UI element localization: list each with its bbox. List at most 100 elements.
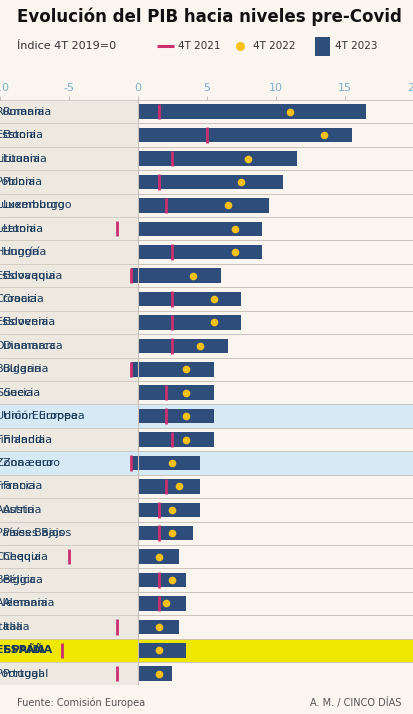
Bar bbox=[138, 104, 365, 119]
Text: Fuente: Comisión Europea: Fuente: Comisión Europea bbox=[17, 698, 144, 708]
Text: Chequia: Chequia bbox=[0, 552, 42, 562]
Bar bbox=[0, 404, 138, 428]
Text: A. M. / CINCO DÍAS: A. M. / CINCO DÍAS bbox=[309, 698, 401, 708]
FancyBboxPatch shape bbox=[314, 37, 330, 56]
Bar bbox=[0, 638, 138, 662]
Bar bbox=[0, 615, 138, 638]
Text: Países Bajos: Países Bajos bbox=[3, 528, 71, 538]
Text: Bélgica: Bélgica bbox=[3, 575, 43, 585]
Text: ESPAÑA: ESPAÑA bbox=[3, 645, 52, 655]
Text: Alemania: Alemania bbox=[3, 598, 55, 608]
Text: Luxemburgo: Luxemburgo bbox=[0, 201, 65, 211]
Bar bbox=[138, 386, 214, 400]
Bar bbox=[0, 287, 138, 311]
Bar bbox=[138, 198, 268, 213]
Text: Zona euro: Zona euro bbox=[0, 458, 53, 468]
Text: Bulgaria: Bulgaria bbox=[0, 364, 42, 374]
Text: Austria: Austria bbox=[3, 505, 42, 515]
Bar bbox=[131, 362, 214, 376]
Bar bbox=[131, 268, 220, 283]
Bar bbox=[138, 292, 241, 306]
Text: Eslovenia: Eslovenia bbox=[0, 318, 49, 328]
Bar bbox=[138, 643, 186, 658]
Text: Bélgica: Bélgica bbox=[0, 575, 37, 585]
Bar bbox=[138, 432, 214, 447]
Bar bbox=[0, 381, 138, 404]
Text: Polonia: Polonia bbox=[3, 177, 43, 187]
Text: Estonia: Estonia bbox=[3, 130, 44, 140]
Bar bbox=[138, 409, 214, 423]
Bar bbox=[138, 175, 282, 189]
Text: Francia: Francia bbox=[0, 481, 36, 491]
Text: Eslovenia: Eslovenia bbox=[3, 318, 56, 328]
Bar bbox=[0, 475, 138, 498]
Text: Zona euro: Zona euro bbox=[3, 458, 59, 468]
Text: Evolución del PIB hacia niveles pre-Covid: Evolución del PIB hacia niveles pre-Covi… bbox=[17, 7, 401, 26]
Bar bbox=[0, 404, 413, 428]
Bar bbox=[138, 503, 199, 517]
Text: Polonia: Polonia bbox=[0, 177, 36, 187]
Text: Bulgaria: Bulgaria bbox=[3, 364, 49, 374]
Bar bbox=[138, 315, 241, 330]
Bar bbox=[0, 451, 413, 475]
Text: Hungría: Hungría bbox=[0, 247, 40, 258]
Text: Chequia: Chequia bbox=[3, 552, 49, 562]
Text: ESPAÑA: ESPAÑA bbox=[0, 645, 45, 655]
Text: 4T 2021: 4T 2021 bbox=[178, 41, 220, 51]
Bar bbox=[0, 334, 138, 358]
Text: 4T 2022: 4T 2022 bbox=[252, 41, 294, 51]
Bar bbox=[0, 100, 138, 124]
Text: Croacia: Croacia bbox=[3, 294, 45, 304]
Text: Unión Europea: Unión Europea bbox=[0, 411, 77, 421]
Bar bbox=[138, 573, 186, 588]
Bar bbox=[138, 221, 261, 236]
Bar bbox=[0, 545, 138, 568]
Bar bbox=[0, 662, 138, 685]
Bar bbox=[138, 596, 186, 610]
Text: Unión Europea: Unión Europea bbox=[3, 411, 84, 421]
Text: Índice 4T 2019=0: Índice 4T 2019=0 bbox=[17, 41, 115, 51]
Bar bbox=[0, 124, 138, 147]
Text: Eslovaquia: Eslovaquia bbox=[0, 271, 56, 281]
Bar bbox=[138, 479, 199, 493]
Text: Portugal: Portugal bbox=[0, 669, 42, 679]
Text: Hungría: Hungría bbox=[3, 247, 47, 258]
Bar bbox=[0, 170, 138, 193]
Text: Dinamarca: Dinamarca bbox=[0, 341, 57, 351]
Bar bbox=[138, 526, 193, 540]
Text: Países Bajos: Países Bajos bbox=[0, 528, 64, 538]
Text: Rumania: Rumania bbox=[3, 106, 52, 116]
Bar bbox=[0, 264, 138, 287]
Bar bbox=[138, 666, 172, 681]
Text: Alemania: Alemania bbox=[0, 598, 48, 608]
Text: Croacia: Croacia bbox=[0, 294, 38, 304]
Bar bbox=[0, 568, 138, 592]
Bar bbox=[138, 245, 261, 259]
Text: Lituania: Lituania bbox=[0, 154, 40, 164]
Text: Rumania: Rumania bbox=[0, 106, 45, 116]
Text: 4T 2023: 4T 2023 bbox=[335, 41, 377, 51]
Bar bbox=[0, 498, 138, 521]
Bar bbox=[0, 451, 138, 475]
Text: Estonia: Estonia bbox=[0, 130, 37, 140]
Text: Finlandia: Finlandia bbox=[0, 435, 46, 445]
Text: Portugal: Portugal bbox=[3, 669, 49, 679]
Text: Lituania: Lituania bbox=[3, 154, 47, 164]
Text: Eslovaquia: Eslovaquia bbox=[3, 271, 63, 281]
Bar bbox=[0, 638, 413, 662]
Bar bbox=[138, 338, 227, 353]
Bar bbox=[0, 241, 138, 264]
Bar bbox=[0, 147, 138, 170]
Text: Letonia: Letonia bbox=[3, 223, 44, 233]
Bar bbox=[0, 193, 138, 217]
Text: Francia: Francia bbox=[3, 481, 43, 491]
Text: Dinamarca: Dinamarca bbox=[3, 341, 63, 351]
Text: Luxemburgo: Luxemburgo bbox=[3, 201, 72, 211]
Bar bbox=[0, 592, 138, 615]
Bar bbox=[0, 358, 138, 381]
Bar bbox=[131, 456, 199, 471]
Text: Italia: Italia bbox=[0, 622, 24, 632]
Text: Suecia: Suecia bbox=[3, 388, 40, 398]
Text: Letonia: Letonia bbox=[0, 223, 37, 233]
Text: Suecia: Suecia bbox=[0, 388, 33, 398]
